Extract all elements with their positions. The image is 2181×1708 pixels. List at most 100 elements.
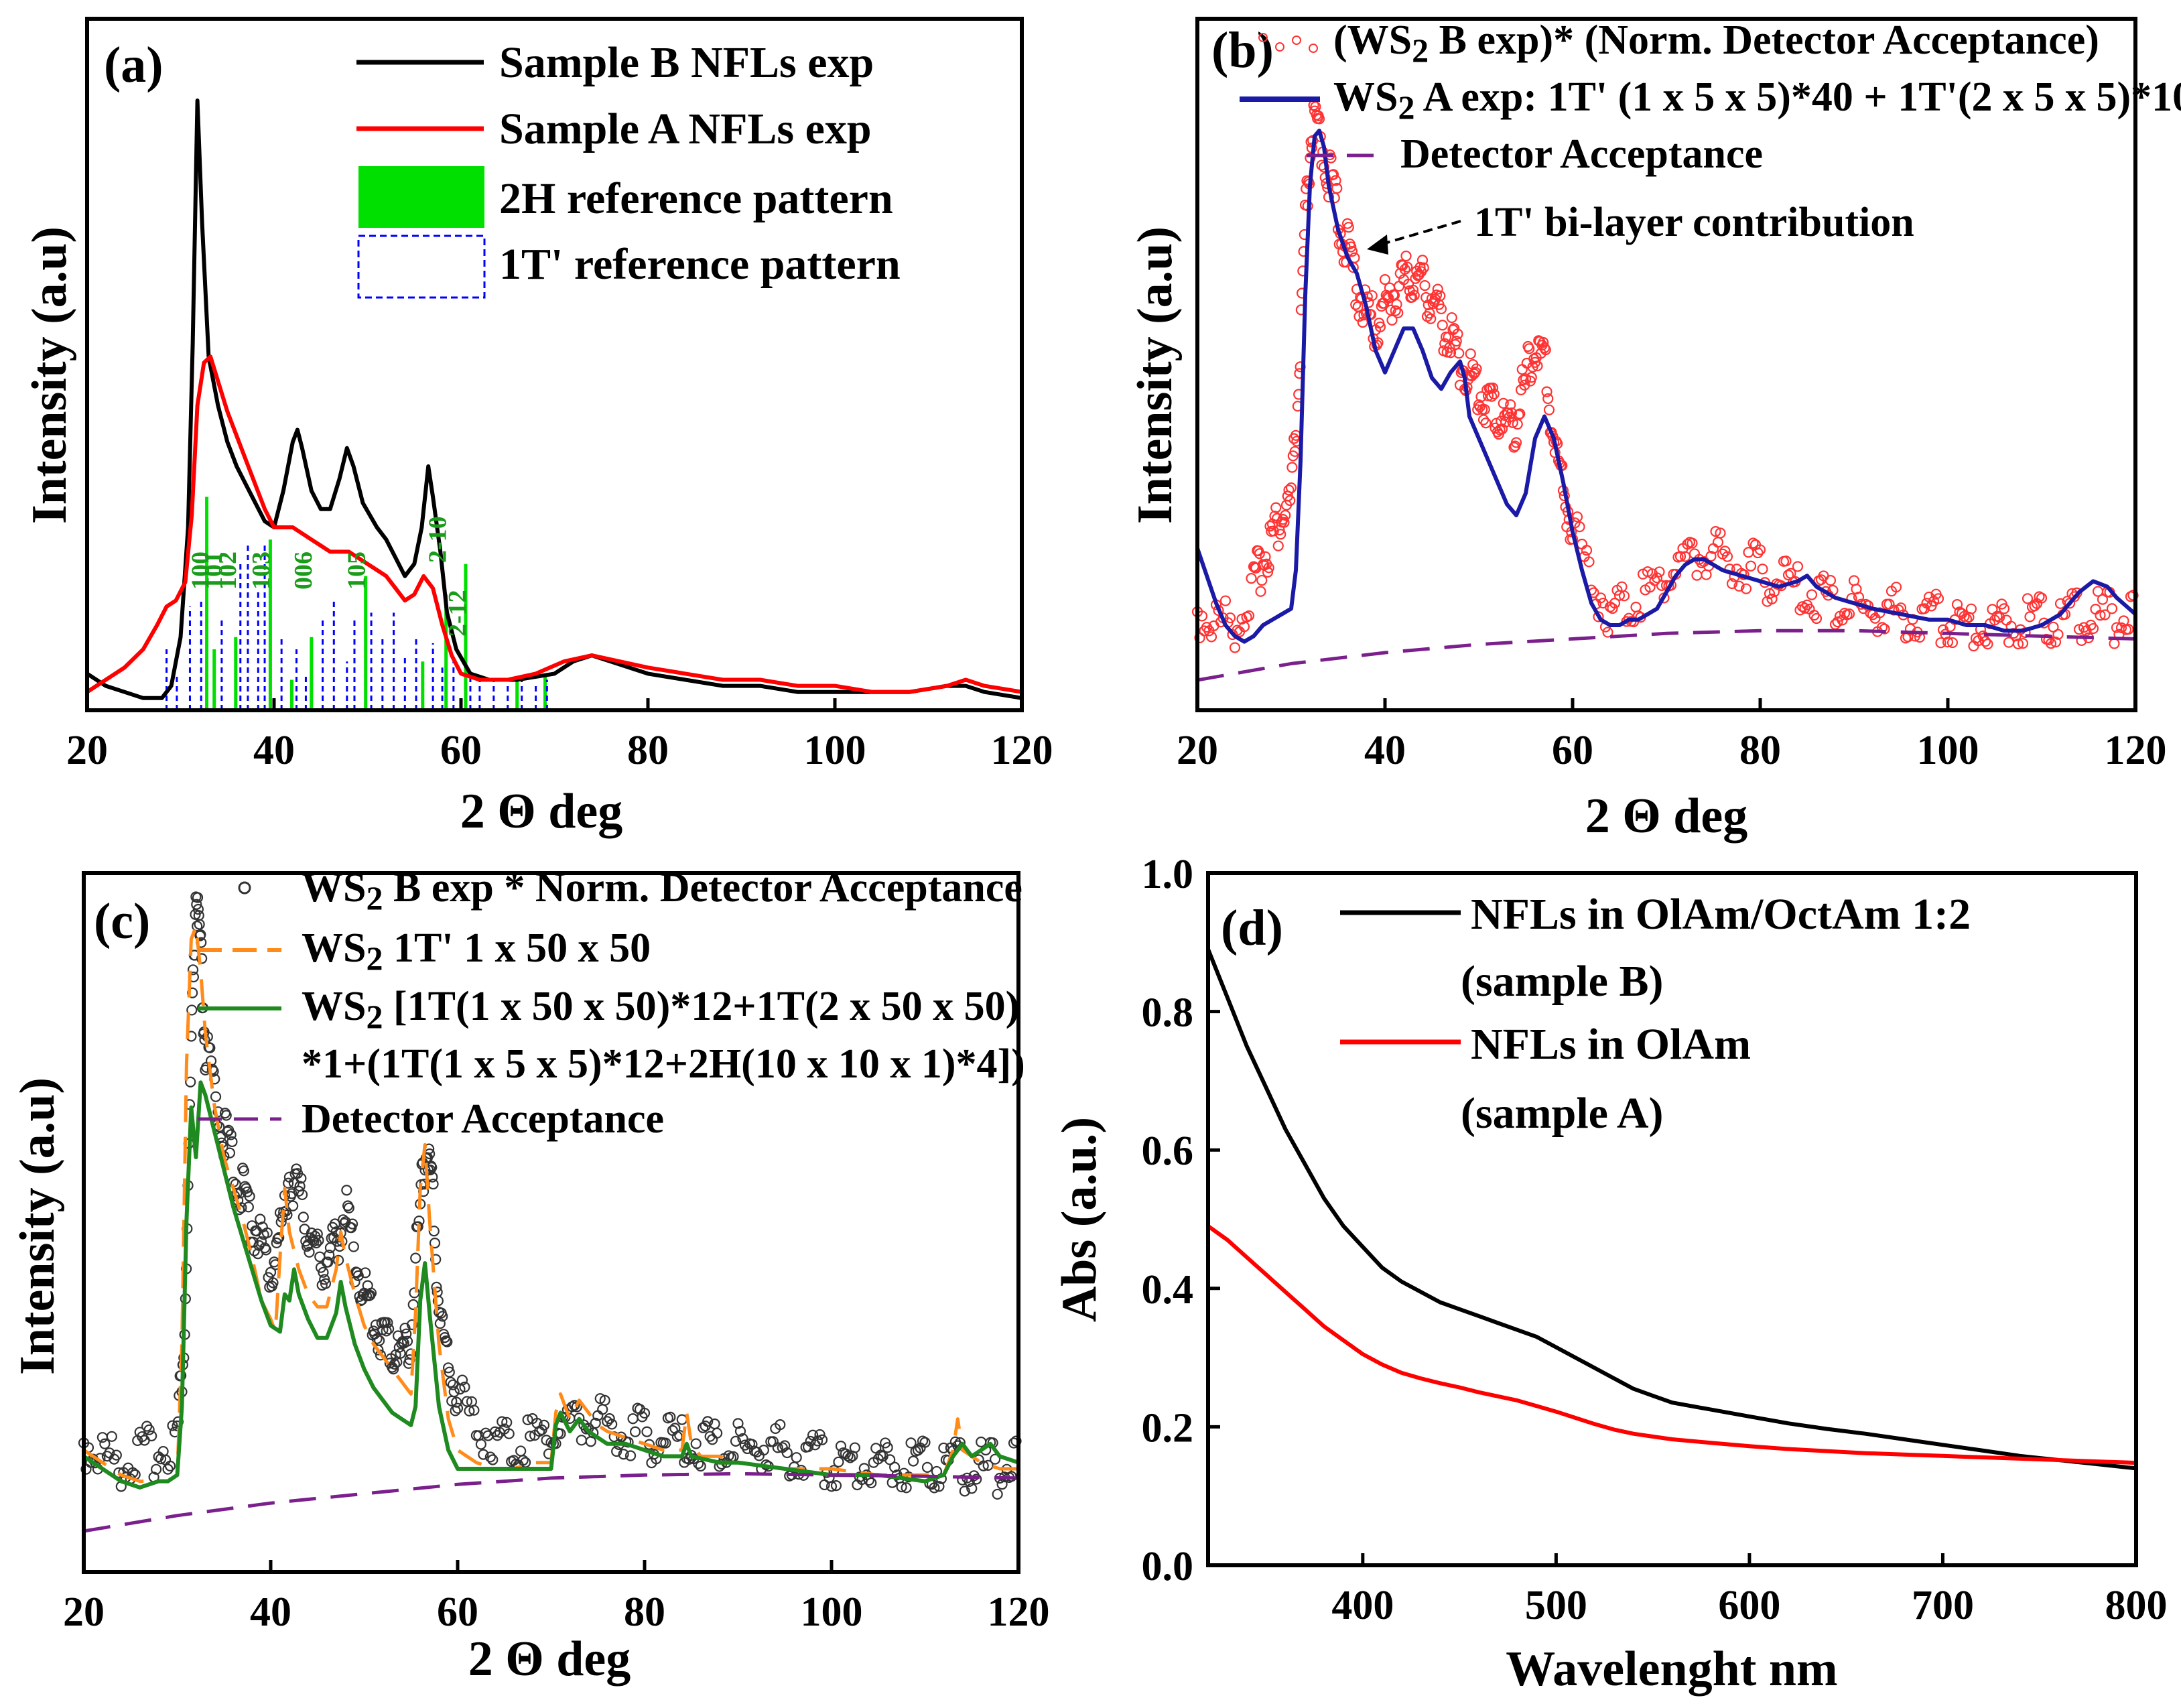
- reflection-label-105: 105: [342, 551, 371, 590]
- data-point: [191, 899, 202, 910]
- data-point: [576, 1435, 587, 1446]
- series-d-0: [1206, 948, 2137, 1471]
- data-point: [2052, 629, 2064, 640]
- x-tick-label: 20: [66, 728, 108, 773]
- data-point: [255, 1213, 266, 1225]
- data-point: [1385, 304, 1396, 316]
- data-point: [695, 1460, 706, 1472]
- data-point: [957, 1474, 968, 1486]
- data-point: [1745, 560, 1757, 572]
- data-point: [884, 1454, 896, 1465]
- data-point: [1649, 575, 1660, 586]
- y-tick-label: 1.0: [1142, 852, 1194, 897]
- data-point: [312, 1228, 323, 1240]
- data-point: [1538, 336, 1549, 348]
- data-point: [1418, 262, 1429, 273]
- data-point: [401, 1328, 412, 1339]
- data-point: [1581, 545, 1593, 556]
- data-point: [1691, 570, 1703, 581]
- data-point: [1278, 517, 1290, 528]
- data-point: [1825, 575, 1837, 586]
- data-point: [287, 1200, 299, 1211]
- plot-area-b: [1191, 99, 2139, 682]
- data-point: [236, 1202, 247, 1213]
- data-point: [1780, 555, 1792, 567]
- data-point: [1379, 274, 1391, 285]
- data-point: [1514, 408, 1526, 419]
- reflection-label-102: 102: [214, 551, 242, 590]
- data-point: [665, 1411, 676, 1423]
- data-point: [459, 1381, 470, 1393]
- data-point: [222, 1126, 233, 1138]
- legend-label-d-b2: (sample B): [1461, 957, 1663, 1006]
- data-point: [2123, 623, 2134, 635]
- data-point: [187, 964, 199, 976]
- x-ticks-b: 20 40 60 80 100 120: [1177, 698, 2167, 773]
- data-point: [383, 1323, 395, 1335]
- series-c-1: [82, 925, 1018, 1484]
- data-point: [835, 1440, 847, 1452]
- data-point: [1283, 484, 1295, 496]
- data-point: [1719, 545, 1731, 557]
- data-point: [842, 1450, 854, 1461]
- data-point: [732, 1418, 744, 1429]
- data-point: [1630, 601, 1642, 613]
- data-point: [849, 1442, 860, 1453]
- axes-frame-b: [1195, 17, 2137, 712]
- data-point: [195, 929, 206, 941]
- data-point: [1262, 566, 1274, 578]
- legend-d: NFLs in OlAm/OctAm 1:2 (sample B) NFLs i…: [1340, 890, 1971, 1138]
- data-point: [99, 1438, 111, 1449]
- data-point: [1571, 511, 1583, 523]
- data-point: [866, 1477, 877, 1489]
- data-point: [641, 1426, 653, 1437]
- data-point: [382, 1317, 393, 1329]
- data-point: [1754, 544, 1766, 555]
- data-point: [1280, 509, 1291, 521]
- data-point: [1721, 551, 1733, 562]
- data-point: [1313, 113, 1325, 125]
- annotation-arrow: [1380, 220, 1461, 246]
- data-point: [1393, 281, 1405, 292]
- legend-label-sample-a: Sample A NFLs exp: [499, 105, 872, 153]
- data-point: [407, 1299, 419, 1311]
- legend-label-sample-b: Sample B NFLs exp: [499, 38, 874, 87]
- data-point: [319, 1274, 330, 1285]
- legend-c: WS2 B exp * Norm. Detector Acceptance WS…: [198, 865, 1025, 1142]
- data-point: [606, 1419, 618, 1430]
- data-point: [196, 953, 208, 964]
- panel-b: (b) Intensity (a.u) 2 Θ deg (WS2 B exp)*…: [1128, 17, 2181, 844]
- data-point: [1806, 589, 1818, 600]
- panel-tag-c: (c): [94, 893, 150, 949]
- data-point: [1998, 603, 2010, 614]
- x-tick-label: 20: [63, 1589, 105, 1635]
- data-point: [434, 1318, 446, 1329]
- x-tick-label: 40: [250, 1589, 291, 1635]
- data-point: [437, 1311, 448, 1322]
- data-point: [1752, 547, 1764, 559]
- data-point: [456, 1374, 468, 1386]
- data-point: [1505, 399, 1516, 411]
- data-point: [220, 1110, 232, 1121]
- data-point: [1965, 603, 1977, 614]
- data-point: [1471, 363, 1482, 375]
- legend-label-d-a2: (sample A): [1461, 1089, 1663, 1138]
- data-point: [1942, 637, 1954, 648]
- legend-b: (WS2 B exp)* (Norm. Detector Acceptance)…: [1240, 17, 2181, 177]
- x-axis-label-b: 2 Θ deg: [1585, 789, 1748, 844]
- x-tick-label: 100: [1917, 728, 1979, 773]
- data-point: [265, 1266, 277, 1278]
- data-point: [1710, 525, 1721, 537]
- series-b-2: [1197, 629, 2136, 682]
- data-point: [401, 1335, 413, 1347]
- data-point: [96, 1432, 108, 1443]
- data-point: [775, 1419, 786, 1431]
- reflection-label-101: 101: [200, 551, 228, 590]
- data-point: [1513, 409, 1524, 421]
- x-axis-label-c: 2 Θ deg: [468, 1632, 631, 1687]
- data-point: [1705, 550, 1717, 562]
- data-point: [737, 1433, 748, 1445]
- data-point: [444, 1366, 455, 1378]
- data-point: [468, 1404, 480, 1416]
